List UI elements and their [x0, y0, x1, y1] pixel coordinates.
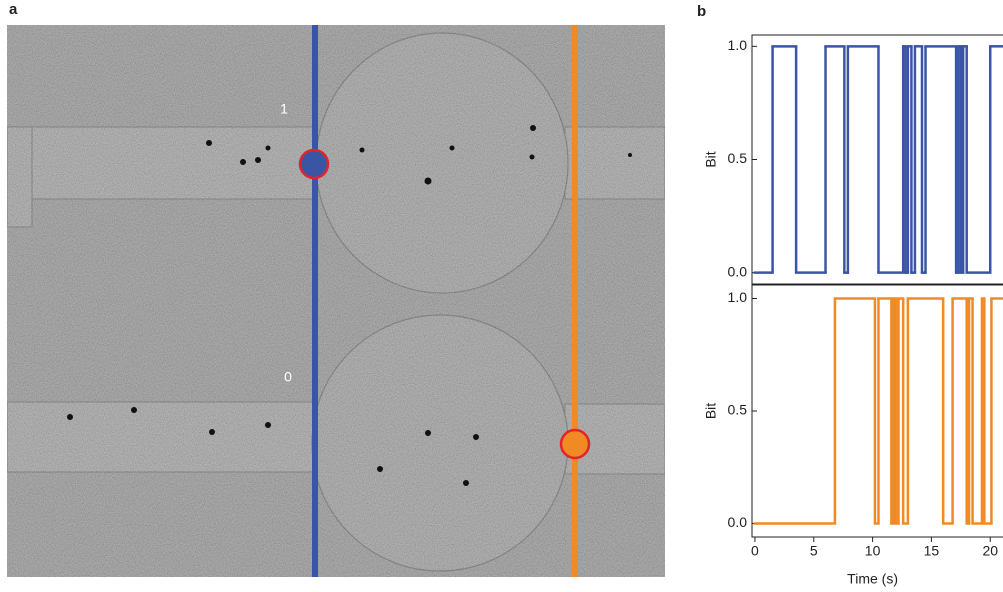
y-tick-label: 0.5	[728, 402, 748, 418]
y-tick-label: 1.0	[728, 289, 748, 305]
x-tick-label: 0	[751, 543, 759, 559]
micrograph	[7, 25, 665, 577]
state-label: 1	[280, 101, 288, 117]
y-axis-label: Bit	[703, 403, 719, 419]
y-tick-label: 0.5	[728, 150, 748, 166]
state-label: 0	[284, 369, 292, 385]
x-tick-label: 15	[924, 543, 940, 559]
y-tick-label: 0.0	[728, 263, 748, 279]
x-tick-label: 5	[810, 543, 818, 559]
panel-label: b	[697, 3, 706, 20]
x-axis-label: Time (s)	[847, 571, 898, 587]
y-tick-label: 1.0	[728, 37, 748, 53]
x-tick-label: 20	[982, 543, 998, 559]
x-tick-label: 10	[865, 543, 881, 559]
panel-label: a	[9, 1, 18, 18]
y-axis-label: Bit	[703, 151, 719, 167]
y-tick-label: 0.0	[728, 514, 748, 530]
